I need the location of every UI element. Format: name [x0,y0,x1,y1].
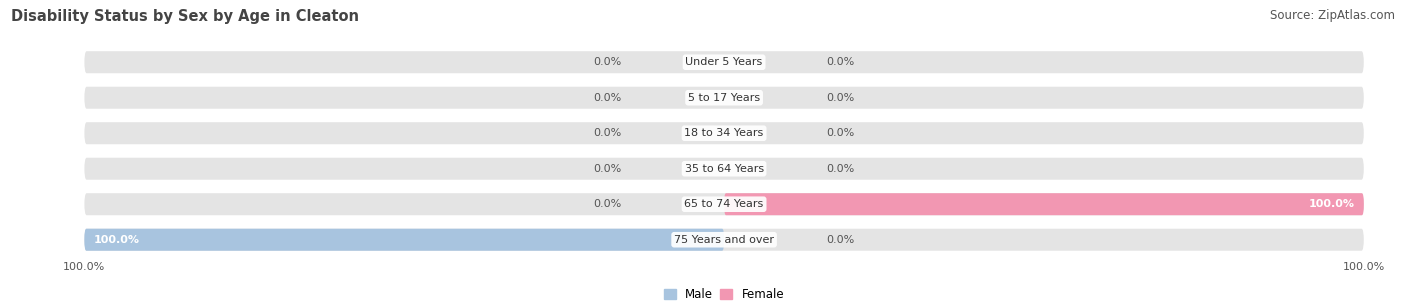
Text: 0.0%: 0.0% [827,128,855,138]
Text: 65 to 74 Years: 65 to 74 Years [685,199,763,209]
Text: 35 to 64 Years: 35 to 64 Years [685,164,763,174]
Text: Disability Status by Sex by Age in Cleaton: Disability Status by Sex by Age in Cleat… [11,9,360,24]
Text: 0.0%: 0.0% [827,235,855,245]
Text: 0.0%: 0.0% [593,93,621,103]
Text: 75 Years and over: 75 Years and over [673,235,775,245]
Legend: Male, Female: Male, Female [664,288,785,301]
Text: 5 to 17 Years: 5 to 17 Years [688,93,761,103]
Text: 18 to 34 Years: 18 to 34 Years [685,128,763,138]
Text: 0.0%: 0.0% [827,164,855,174]
Text: 0.0%: 0.0% [593,57,621,67]
FancyBboxPatch shape [724,193,1364,215]
Text: Under 5 Years: Under 5 Years [686,57,762,67]
FancyBboxPatch shape [84,122,1364,144]
FancyBboxPatch shape [84,51,1364,73]
FancyBboxPatch shape [84,193,1364,215]
Text: 100.0%: 100.0% [1308,199,1354,209]
Text: 0.0%: 0.0% [593,128,621,138]
Text: Source: ZipAtlas.com: Source: ZipAtlas.com [1270,9,1395,22]
FancyBboxPatch shape [84,229,724,251]
Text: 0.0%: 0.0% [593,164,621,174]
Text: 0.0%: 0.0% [827,57,855,67]
Text: 0.0%: 0.0% [827,93,855,103]
Text: 0.0%: 0.0% [593,199,621,209]
FancyBboxPatch shape [84,229,1364,251]
FancyBboxPatch shape [84,87,1364,109]
Text: 100.0%: 100.0% [94,235,141,245]
FancyBboxPatch shape [84,158,1364,180]
